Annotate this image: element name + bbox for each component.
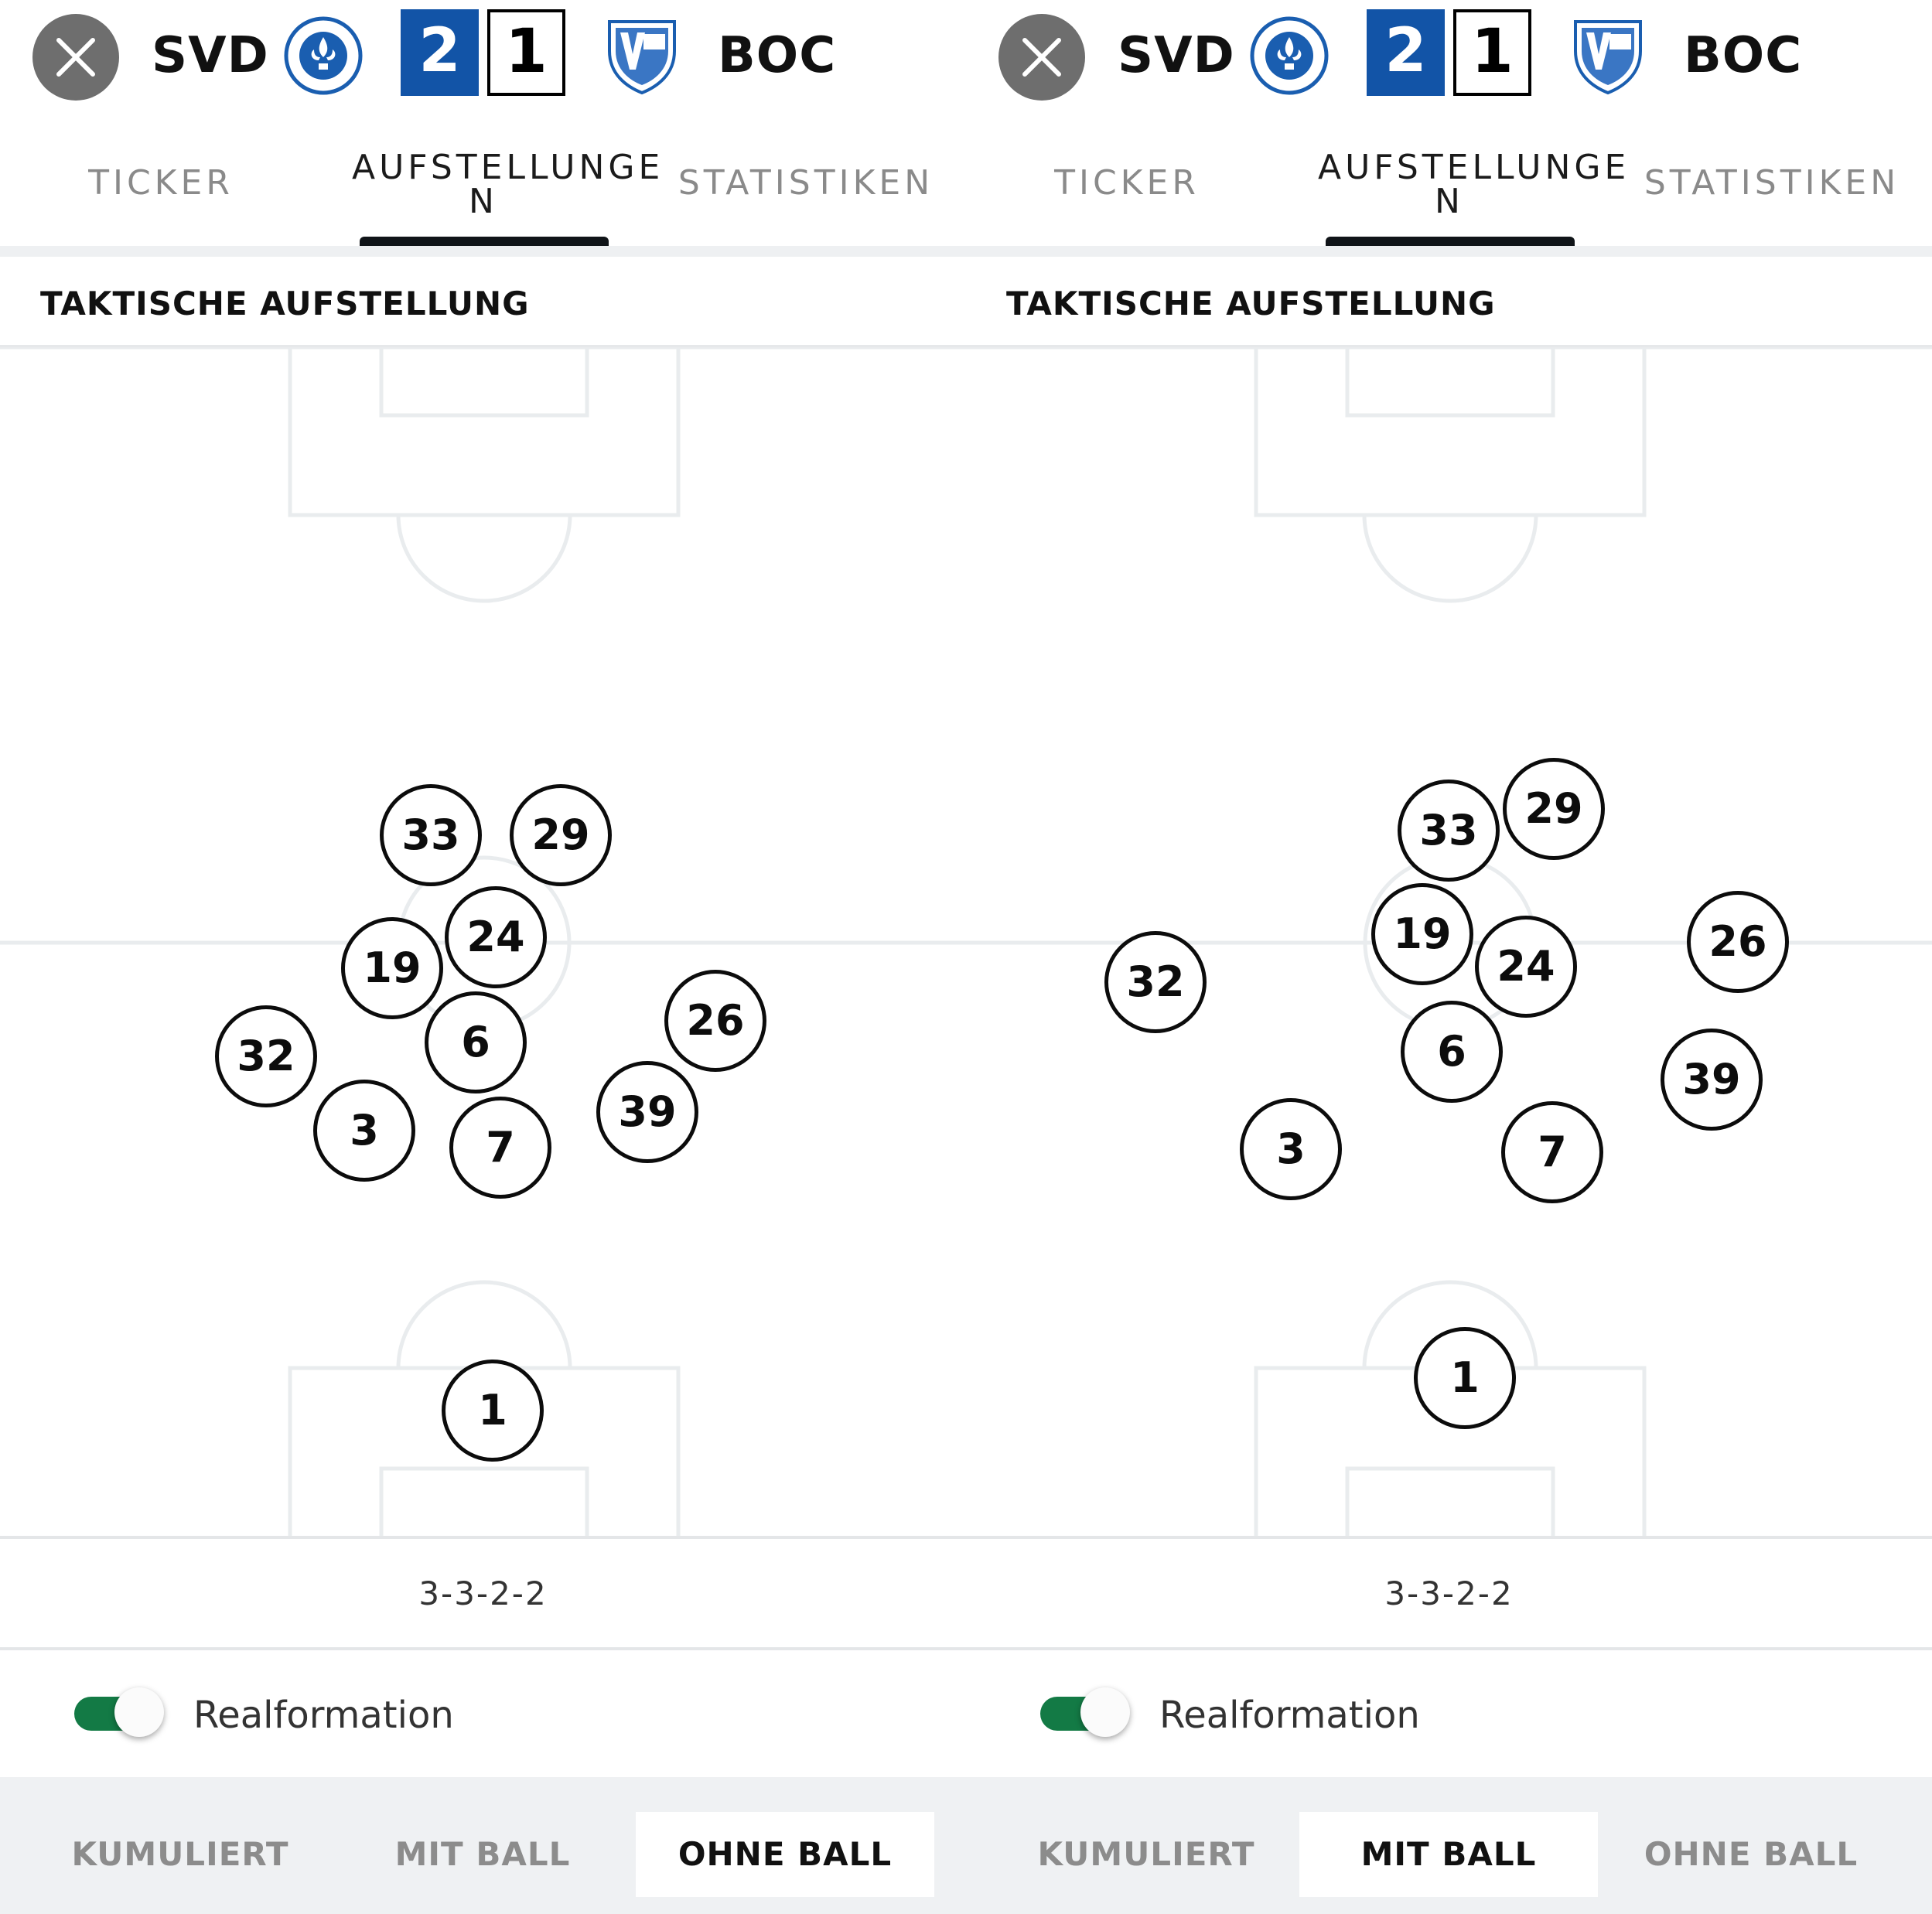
player-marker[interactable]: 32 [1104,931,1207,1033]
player-marker[interactable]: 19 [1371,883,1473,985]
home-team-code: SVD [152,27,269,84]
realformation-label: Realformation [1159,1694,1420,1737]
darmstadt-crest-icon [1250,16,1329,95]
formation-label: 3-3-2-2 [418,1575,548,1612]
home-team-code: SVD [1118,27,1235,84]
player-marker[interactable]: 7 [1501,1101,1603,1203]
player-marker[interactable]: 7 [449,1097,551,1199]
tab-statistiken[interactable]: STATISTIKEN [1644,163,1900,203]
player-marker[interactable]: 24 [1475,916,1577,1018]
player-marker[interactable]: 6 [425,991,527,1093]
close-icon [56,38,95,77]
realformation-toggle[interactable] [1040,1687,1130,1737]
player-marker[interactable]: 26 [1687,891,1789,993]
divider [0,1647,966,1650]
tab-aufstellungen[interactable]: AUFSTELLUNGE N [352,148,664,221]
bochum-crest-icon [608,20,676,95]
active-tab-indicator [360,237,609,246]
away-team-code: BOC [1684,27,1803,84]
divider [966,1536,1932,1539]
formation-label: 3-3-2-2 [1384,1575,1514,1612]
away-score: 1 [1453,9,1531,96]
player-marker[interactable]: 33 [1398,780,1500,882]
close-button[interactable] [998,14,1085,101]
player-marker[interactable]: 6 [1401,1001,1503,1103]
home-score: 2 [1367,9,1445,96]
tab-ticker[interactable]: TICKER [88,163,234,203]
toggle-knob [114,1687,164,1737]
close-icon [1022,38,1061,77]
lineup-panel-mit-ball: SVD 2 1 BOC TICKER AUFSTELLUNGE N STATIS… [966,0,1932,1914]
player-marker[interactable]: 24 [445,886,547,988]
player-marker[interactable]: 26 [664,970,766,1072]
divider [0,1536,966,1539]
active-tab-indicator [1326,237,1575,246]
player-marker[interactable]: 3 [313,1080,415,1182]
player-marker[interactable]: 33 [380,784,482,886]
divider [0,345,966,347]
away-team-code: BOC [718,27,837,84]
player-marker[interactable]: 1 [442,1360,544,1462]
bochum-crest-icon [1574,20,1642,95]
player-marker[interactable]: 39 [596,1061,698,1163]
divider [966,345,1932,347]
darmstadt-crest-icon [284,16,363,95]
segment-ohne-ball[interactable]: OHNE BALL [1644,1835,1859,1873]
tab-aufstellungen[interactable]: AUFSTELLUNGE N [1318,148,1630,221]
player-marker[interactable]: 29 [1503,758,1605,860]
section-title: TAKTISCHE AUFSTELLUNG [40,285,530,322]
segment-mit-ball[interactable]: MIT BALL [1299,1812,1598,1897]
home-score: 2 [401,9,479,96]
away-score: 1 [487,9,565,96]
divider [966,1647,1932,1650]
segment-ohne-ball[interactable]: OHNE BALL [636,1812,934,1897]
player-marker[interactable]: 3 [1240,1098,1342,1200]
section-title: TAKTISCHE AUFSTELLUNG [1006,285,1496,322]
segment-kumuliert[interactable]: KUMULIERT [1037,1835,1255,1873]
tab-statistiken[interactable]: STATISTIKEN [678,163,934,203]
close-button[interactable] [32,14,119,101]
player-marker[interactable]: 19 [341,917,443,1019]
realformation-label: Realformation [193,1694,454,1737]
segment-kumuliert[interactable]: KUMULIERT [71,1835,289,1873]
player-marker[interactable]: 39 [1661,1029,1763,1131]
segment-mit-ball[interactable]: MIT BALL [394,1835,571,1873]
toggle-knob [1080,1687,1130,1737]
lineup-panel-ohne-ball: SVD 2 1 BOC TICKER AUFSTELLUNGE N STATIS… [0,9,966,1914]
player-marker[interactable]: 29 [510,784,612,886]
realformation-toggle[interactable] [74,1687,164,1737]
player-marker[interactable]: 1 [1414,1327,1516,1429]
divider [0,246,966,257]
tab-ticker[interactable]: TICKER [1054,163,1200,203]
divider [966,246,1932,257]
player-marker[interactable]: 32 [215,1005,317,1107]
